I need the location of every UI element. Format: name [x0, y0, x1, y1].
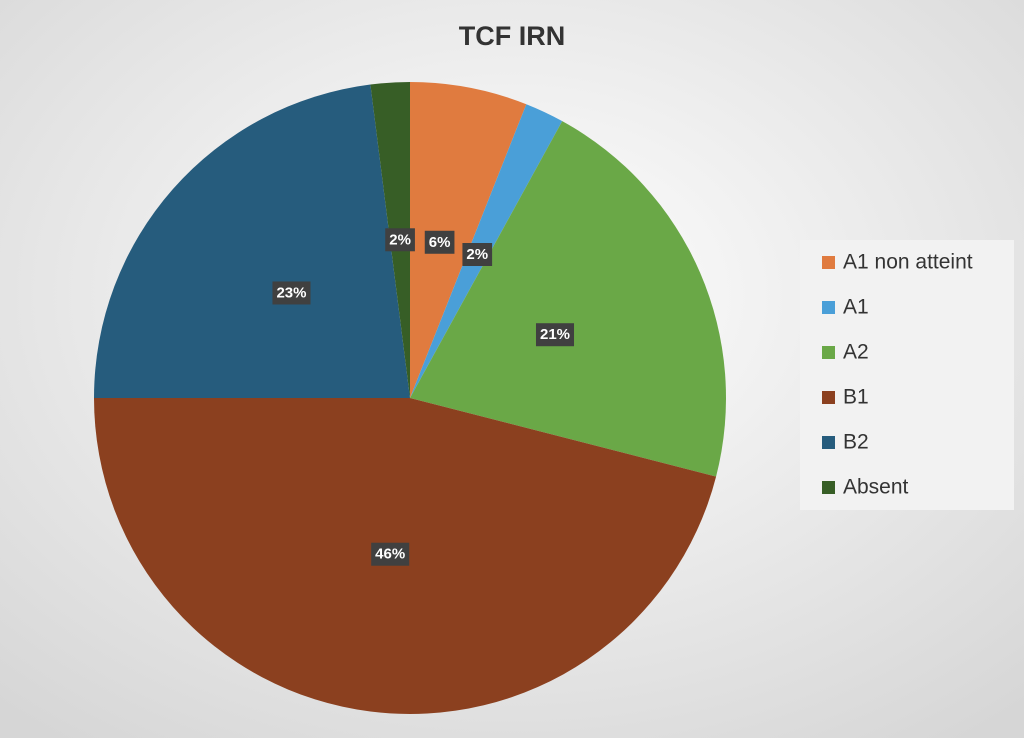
- data-label-box: [535, 323, 575, 347]
- legend-label: A1: [843, 296, 869, 319]
- legend-swatch: [822, 481, 835, 494]
- legend-label: A1 non atteint: [843, 251, 973, 274]
- legend-swatch: [822, 436, 835, 449]
- pie-slice: [410, 121, 726, 477]
- chart-title: TCF IRN: [459, 21, 565, 51]
- legend-label: B1: [843, 386, 869, 409]
- data-label: 6%: [429, 234, 451, 251]
- legend-label: A2: [843, 341, 869, 364]
- legend-swatch: [822, 391, 835, 404]
- data-label: 2%: [389, 231, 411, 248]
- pie-slice: [94, 84, 410, 398]
- data-label: 46%: [375, 546, 405, 563]
- data-label: 21%: [540, 326, 570, 343]
- data-label-box: [424, 230, 455, 254]
- data-label: 2%: [466, 246, 488, 263]
- data-label-box: [371, 542, 410, 566]
- data-label-box: [385, 228, 415, 252]
- legend-swatch: [822, 256, 835, 269]
- data-label-box: [272, 281, 311, 305]
- legend-label: Absent: [843, 476, 909, 499]
- data-label-box: [462, 243, 493, 267]
- legend-box: [800, 240, 1014, 510]
- legend-swatch: [822, 301, 835, 314]
- pie-slice: [410, 82, 527, 398]
- legend-swatch: [822, 346, 835, 359]
- legend-label: B2: [843, 431, 869, 454]
- data-label: 23%: [276, 284, 306, 301]
